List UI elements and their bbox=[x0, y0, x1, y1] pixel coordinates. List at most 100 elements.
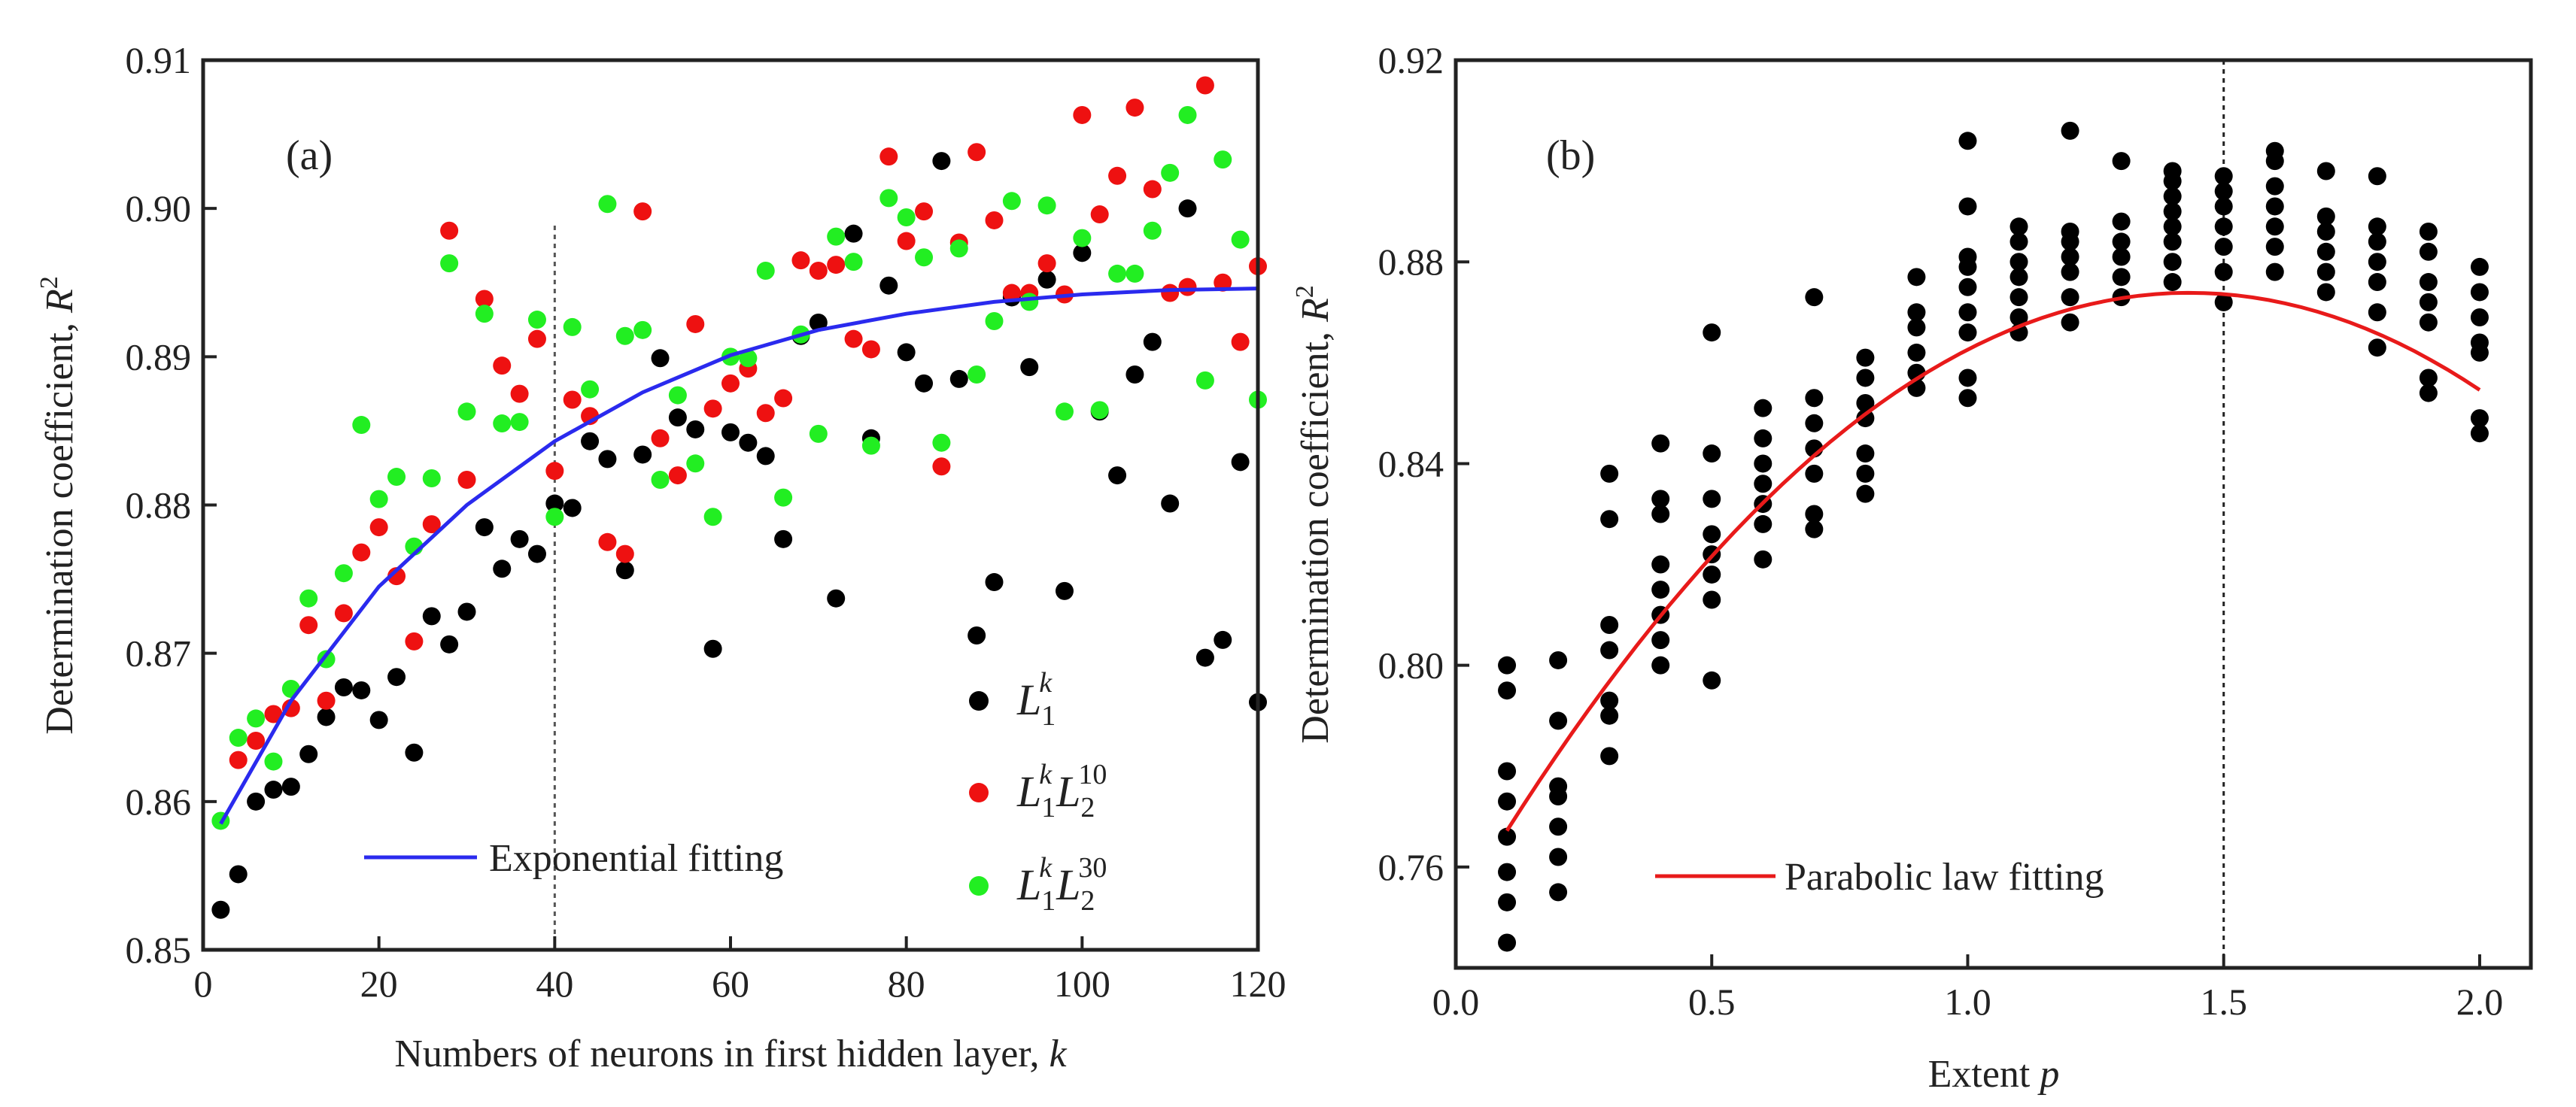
panel-b-point bbox=[2368, 338, 2386, 357]
panel-a-series-1-point bbox=[968, 143, 986, 162]
panel-a-series-1-point bbox=[299, 616, 318, 635]
panel-b-point bbox=[1498, 762, 1517, 781]
panel-a-series-0-point bbox=[1037, 270, 1056, 289]
panel-b-point bbox=[2419, 273, 2438, 292]
panel-a-series-1-point bbox=[844, 329, 863, 348]
panel-b-point bbox=[1703, 444, 1721, 463]
panel-b-chart: 0.0 0.5 1.0 1.5 2.00.760.800.840.880.92 (b) … bbox=[1291, 39, 2533, 1096]
panel-a-series-2-point bbox=[1020, 293, 1039, 311]
panel-b-point bbox=[2214, 197, 2233, 216]
panel-a-data-layer bbox=[211, 76, 1267, 950]
panel-a-series-2-point bbox=[422, 469, 441, 488]
panel-b-plot-frame bbox=[1454, 58, 2533, 970]
panel-a-series-2-point bbox=[968, 365, 986, 384]
panel-a-series-2-point bbox=[247, 709, 266, 728]
panel-b-point bbox=[2009, 217, 2028, 236]
panel-a-series-0-point bbox=[1055, 581, 1074, 600]
panel-a-series-1-point bbox=[1090, 205, 1109, 224]
panel-a-series-0-point bbox=[968, 626, 986, 645]
panel-a-series-1-point bbox=[633, 202, 652, 221]
panel-a-series-1-point bbox=[1073, 105, 1092, 124]
panel-b-point bbox=[1651, 555, 1670, 574]
panel-a-y-tick-label: 0.89 bbox=[126, 335, 192, 378]
panel-b-point bbox=[2061, 222, 2079, 241]
panel-b-point bbox=[1600, 706, 1619, 725]
panel-b-point bbox=[1651, 656, 1670, 675]
panel-b-y-axis-title-sup: 2 bbox=[1291, 285, 1319, 298]
panel-a-x-tick-label: 100 bbox=[1054, 963, 1110, 1005]
panel-a-x-tick-label: 60 bbox=[712, 963, 749, 1005]
panel-b-point bbox=[2214, 167, 2233, 186]
panel-a-series-2-point bbox=[352, 416, 371, 435]
panel-b-point bbox=[2061, 247, 2079, 266]
panel-b-point bbox=[2009, 253, 2028, 271]
panel-a-series-0-point bbox=[739, 433, 758, 452]
panel-a-series-2-point bbox=[387, 468, 406, 487]
panel-a-series-0-point bbox=[827, 589, 846, 608]
panel-a-series-1-point bbox=[247, 731, 266, 750]
panel-a-series-0-point bbox=[915, 374, 934, 393]
panel-a-series-0-point bbox=[510, 529, 529, 548]
panel-a-series-2-point bbox=[686, 454, 705, 473]
panel-b-point bbox=[1549, 651, 1568, 669]
panel-a-legend-marker-0 bbox=[969, 691, 989, 711]
panel-a-series-2-point bbox=[915, 248, 934, 267]
panel-a-y-tick-label: 0.86 bbox=[126, 781, 192, 823]
panel-a-series-2-point bbox=[510, 413, 529, 432]
panel-a-series-0-point bbox=[897, 343, 916, 362]
panel-a-series-0-point bbox=[527, 544, 546, 563]
panel-b-point bbox=[1907, 318, 1926, 337]
panel-b-point bbox=[2009, 308, 2028, 326]
panel-a-series-2-point bbox=[1108, 264, 1127, 283]
panel-b-point bbox=[2368, 253, 2386, 271]
panel-a-series-2-point bbox=[1231, 230, 1250, 249]
panel-a-series-1-point bbox=[334, 604, 353, 623]
panel-b-point bbox=[2214, 217, 2233, 236]
panel-a-series-0-point bbox=[809, 313, 828, 332]
panel-a-series-0-point bbox=[229, 865, 248, 884]
panel-a-series-2-point bbox=[756, 261, 775, 280]
panel-b-point bbox=[1856, 348, 1875, 367]
panel-b-point bbox=[2061, 313, 2079, 332]
panel-a-series-2-point bbox=[1195, 371, 1214, 390]
panel-b-point bbox=[1958, 303, 1977, 322]
panel-b-point bbox=[2419, 313, 2438, 332]
panel-b-point bbox=[1958, 278, 1977, 296]
panel-a-legend-label-2: L1k L230 bbox=[1016, 852, 1107, 917]
panel-b-point bbox=[1856, 368, 1875, 387]
panel-a-series-0-point bbox=[756, 447, 775, 466]
panel-a-series-2-point bbox=[897, 208, 916, 226]
panel-b-point bbox=[1600, 747, 1619, 766]
panel-a-series-1-point bbox=[1214, 273, 1232, 292]
panel-b-point bbox=[2061, 288, 2079, 307]
panel-b-point bbox=[2112, 212, 2131, 231]
panel-b-point bbox=[1907, 268, 1926, 287]
panel-b-point bbox=[2470, 308, 2489, 326]
panel-a-series-2-point bbox=[229, 729, 248, 748]
panel-b-fit-curve bbox=[1505, 290, 2481, 832]
panel-a-label: (a) bbox=[286, 132, 333, 179]
panel-a-series-0-point bbox=[985, 573, 1004, 592]
panel-b-legend: Parabolic law fitting bbox=[1655, 856, 2104, 899]
panel-a-series-0-point bbox=[844, 224, 863, 243]
panel-b-x-tick-label: 1.5 bbox=[2200, 981, 2247, 1023]
panel-a-series-2-point bbox=[633, 320, 652, 339]
panel-a-series-1-point bbox=[1002, 284, 1021, 302]
panel-a-y-axis-title-text: Determination coefficient, bbox=[38, 313, 81, 735]
panel-b-point bbox=[2163, 232, 2182, 251]
panel-a-y-tick-label: 0.91 bbox=[126, 39, 192, 81]
panel-b-point bbox=[1498, 863, 1517, 881]
panel-b-label: (b) bbox=[1546, 132, 1595, 179]
panel-a-series-0-point bbox=[879, 276, 898, 295]
panel-a-series-2-point bbox=[949, 239, 968, 258]
panel-a-legend-marker-1 bbox=[969, 783, 989, 802]
panel-b-point bbox=[2214, 293, 2233, 311]
panel-a-series-2-point bbox=[985, 312, 1004, 331]
panel-b-point bbox=[2470, 283, 2489, 302]
panel-b-point bbox=[2265, 238, 2284, 256]
panel-a-series-2-point bbox=[932, 433, 951, 452]
panel-b-point bbox=[1754, 429, 1773, 447]
panel-b-point bbox=[2316, 162, 2335, 180]
panel-a-x-tick-label: 0 bbox=[194, 963, 213, 1005]
panel-a-series-0-point bbox=[633, 445, 652, 464]
